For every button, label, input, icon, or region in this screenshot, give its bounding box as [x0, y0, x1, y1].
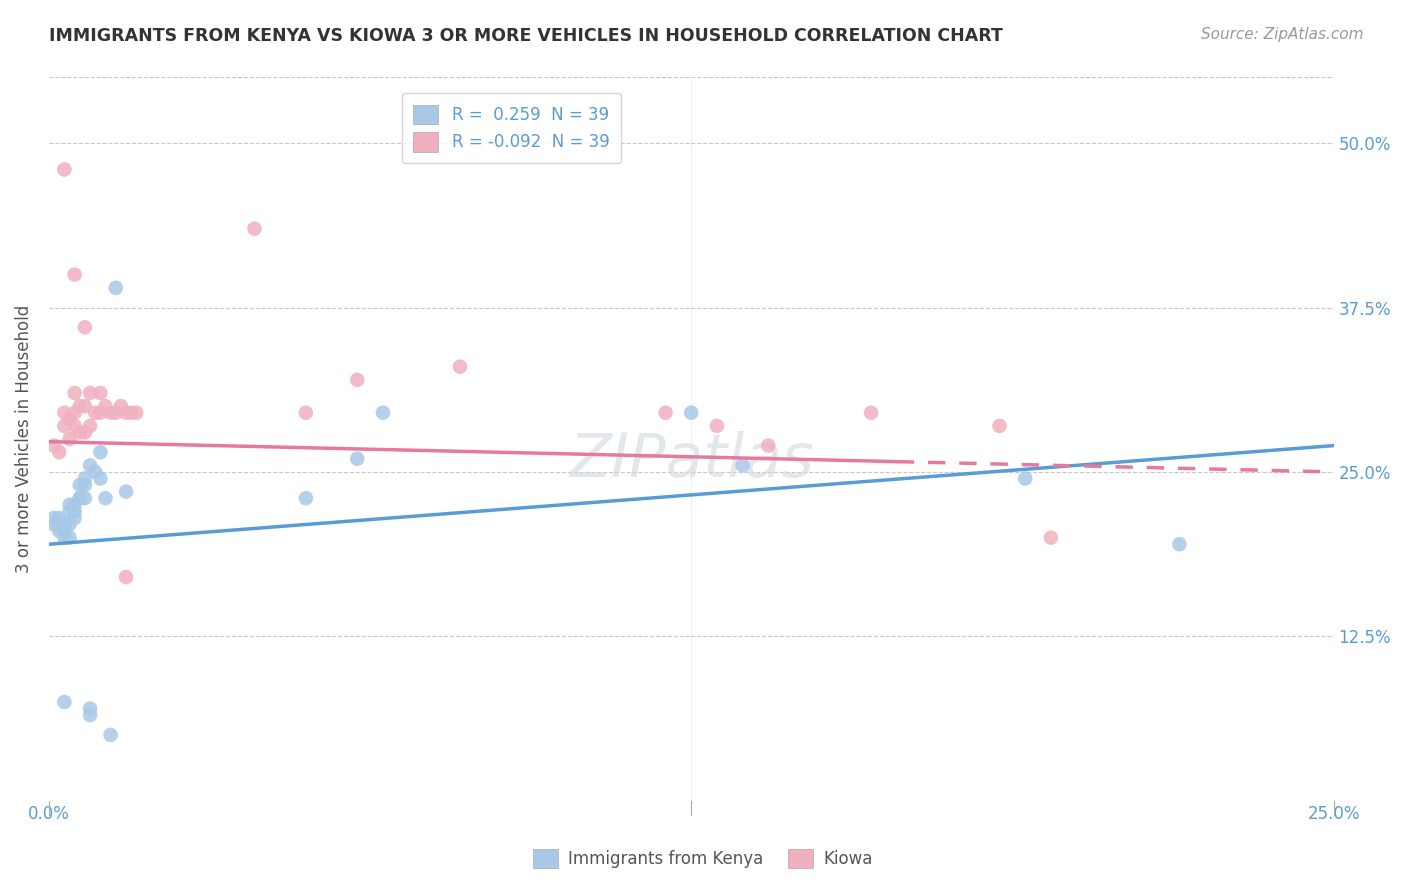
- Point: [125, 406, 148, 420]
- Point: [69, 399, 91, 413]
- Point: [346, 451, 368, 466]
- Y-axis label: 3 or more Vehicles in Household: 3 or more Vehicles in Household: [15, 305, 32, 574]
- Point: [53, 162, 76, 177]
- Point: [243, 221, 266, 235]
- Point: [756, 439, 779, 453]
- Point: [48, 517, 70, 532]
- Point: [73, 399, 96, 413]
- Point: [94, 491, 117, 506]
- Legend: R =  0.259  N = 39, R = -0.092  N = 39: R = 0.259 N = 39, R = -0.092 N = 39: [402, 93, 621, 163]
- Point: [89, 406, 111, 420]
- Point: [89, 386, 111, 401]
- Point: [63, 511, 86, 525]
- Point: [42, 511, 65, 525]
- Point: [63, 406, 86, 420]
- Point: [58, 504, 80, 518]
- Point: [79, 418, 101, 433]
- Point: [115, 484, 138, 499]
- Text: IMMIGRANTS FROM KENYA VS KIOWA 3 OR MORE VEHICLES IN HOUSEHOLD CORRELATION CHART: IMMIGRANTS FROM KENYA VS KIOWA 3 OR MORE…: [49, 27, 1002, 45]
- Point: [69, 491, 91, 506]
- Point: [58, 498, 80, 512]
- Point: [53, 531, 76, 545]
- Point: [48, 524, 70, 538]
- Point: [79, 708, 101, 723]
- Point: [706, 418, 728, 433]
- Point: [63, 418, 86, 433]
- Point: [79, 701, 101, 715]
- Point: [63, 498, 86, 512]
- Point: [104, 281, 127, 295]
- Point: [1168, 537, 1191, 551]
- Point: [58, 432, 80, 446]
- Point: [73, 491, 96, 506]
- Point: [73, 425, 96, 440]
- Point: [84, 465, 107, 479]
- Point: [84, 406, 107, 420]
- Point: [115, 406, 138, 420]
- Point: [120, 406, 142, 420]
- Point: [58, 517, 80, 532]
- Point: [100, 728, 122, 742]
- Point: [79, 386, 101, 401]
- Point: [100, 406, 122, 420]
- Point: [681, 406, 703, 420]
- Point: [89, 445, 111, 459]
- Point: [69, 478, 91, 492]
- Point: [42, 517, 65, 532]
- Text: ZIPatlas: ZIPatlas: [569, 431, 814, 491]
- Point: [295, 491, 318, 506]
- Point: [69, 491, 91, 506]
- Point: [654, 406, 676, 420]
- Point: [115, 570, 138, 584]
- Point: [94, 399, 117, 413]
- Point: [73, 320, 96, 334]
- Point: [371, 406, 394, 420]
- Legend: Immigrants from Kenya, Kiowa: Immigrants from Kenya, Kiowa: [526, 842, 880, 875]
- Point: [48, 511, 70, 525]
- Point: [63, 268, 86, 282]
- Point: [104, 406, 127, 420]
- Point: [1014, 471, 1036, 485]
- Point: [73, 478, 96, 492]
- Point: [295, 406, 318, 420]
- Point: [53, 517, 76, 532]
- Point: [53, 695, 76, 709]
- Point: [988, 418, 1011, 433]
- Point: [89, 471, 111, 485]
- Point: [110, 399, 132, 413]
- Point: [346, 373, 368, 387]
- Point: [53, 418, 76, 433]
- Point: [58, 412, 80, 426]
- Point: [63, 504, 86, 518]
- Point: [42, 439, 65, 453]
- Text: Source: ZipAtlas.com: Source: ZipAtlas.com: [1201, 27, 1364, 42]
- Point: [69, 425, 91, 440]
- Point: [58, 531, 80, 545]
- Point: [53, 406, 76, 420]
- Point: [449, 359, 471, 374]
- Point: [1039, 531, 1062, 545]
- Point: [731, 458, 754, 473]
- Point: [53, 524, 76, 538]
- Point: [63, 386, 86, 401]
- Point: [48, 445, 70, 459]
- Point: [79, 458, 101, 473]
- Point: [860, 406, 883, 420]
- Point: [73, 471, 96, 485]
